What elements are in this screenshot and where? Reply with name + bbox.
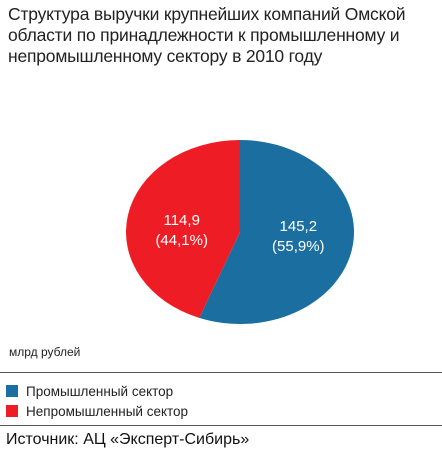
divider-top — [0, 372, 442, 373]
pie-slice-nonindustrial-value-label: 114,9 — [163, 212, 199, 229]
legend-swatch-nonindustrial — [6, 405, 18, 417]
chart-title-line: области по принадлежности к промышленном… — [8, 25, 400, 45]
source-note: Источник: АЦ «Эксперт-Сибирь» — [6, 431, 250, 448]
chart-title: Структура выручки крупнейших компаний Ом… — [8, 4, 436, 67]
pie-slice-nonindustrial-percent-label: (44,1%) — [155, 232, 208, 249]
legend-item-nonindustrial: Непромышленный сектор — [6, 401, 188, 421]
pie-chart: 145,2 (55,9%) 114,9 (44,1%) — [125, 140, 354, 324]
pie-slice-industrial-percent-label: (55,9%) — [272, 238, 325, 255]
pie-slice-industrial — [199, 140, 354, 324]
legend-label-nonindustrial: Непромышленный сектор — [26, 403, 189, 419]
chart-title-line: Структура выручки крупнейших компаний Ом… — [8, 4, 406, 24]
pie-slice-industrial-value-label: 145,2 — [280, 218, 318, 235]
divider-bottom — [0, 425, 442, 426]
legend-item-industrial: Промышленный сектор — [6, 381, 188, 401]
legend-label-industrial: Промышленный сектор — [26, 383, 174, 399]
legend-swatch-industrial — [6, 385, 18, 397]
pie-slice-nonindustrial — [125, 140, 240, 318]
legend: Промышленный сектор Непромышленный секто… — [6, 381, 188, 421]
unit-label: млрд рублей — [9, 345, 81, 359]
chart-title-line: непромышленному сектору в 2010 году — [8, 46, 323, 66]
